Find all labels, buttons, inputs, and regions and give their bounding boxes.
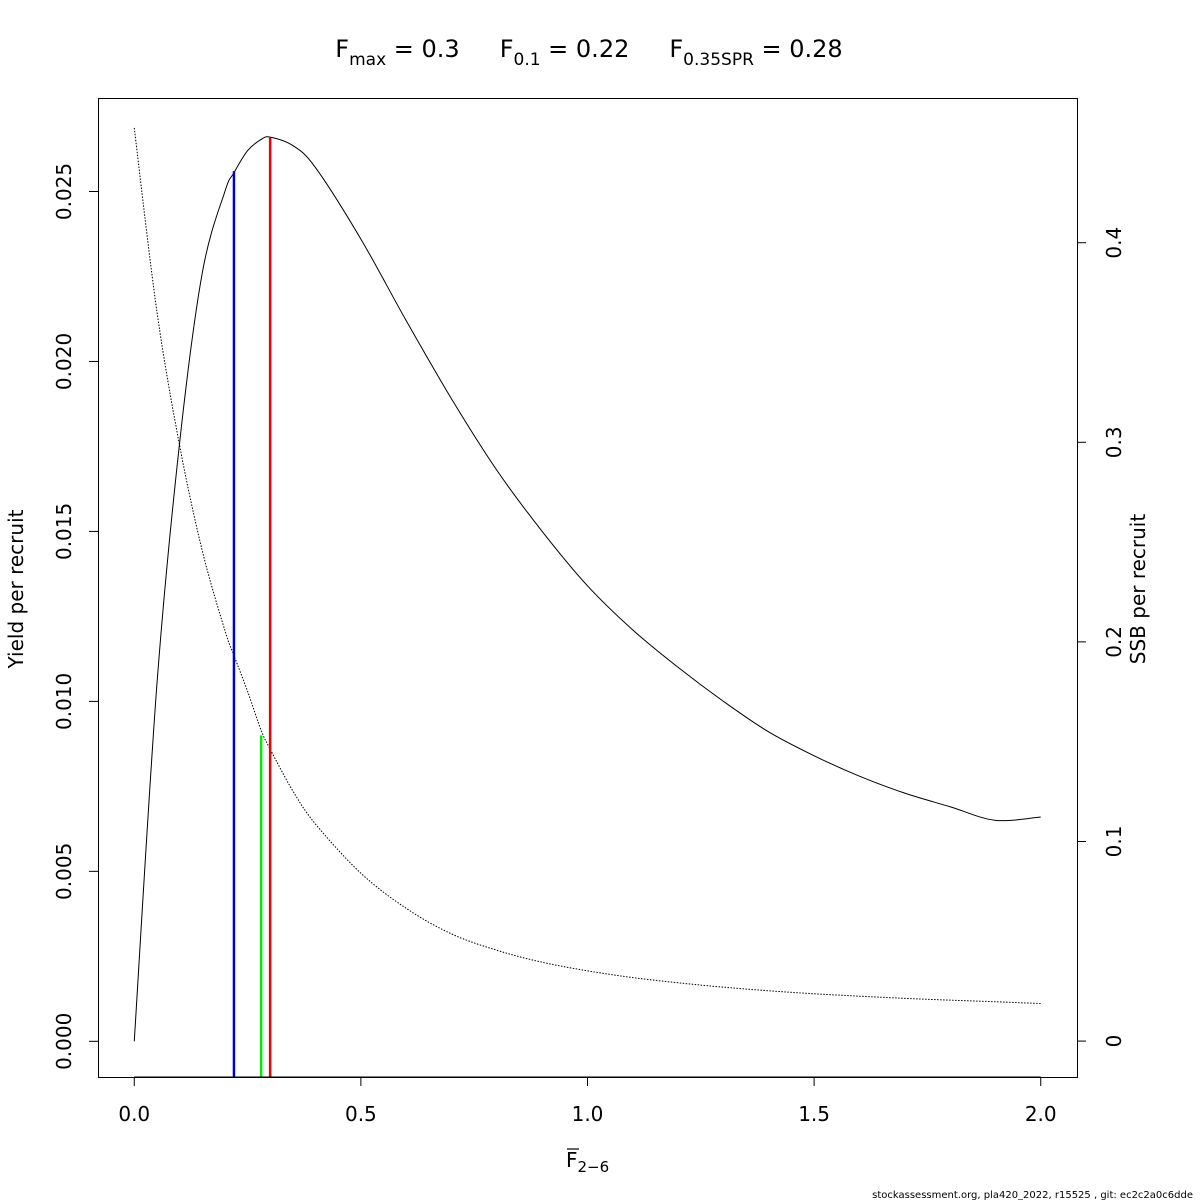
y-right-axis-label: SSB per recruit	[1126, 514, 1150, 665]
ssb-per-recruit-line	[133, 127, 1041, 1005]
title-f01-base: F	[500, 35, 514, 63]
x-tick-label: 1.5	[798, 1102, 830, 1126]
chart-marks	[133, 127, 1041, 1077]
y-right-tick-label: 0.4	[1102, 227, 1126, 259]
chart-axes: 0.0 0.5 1.0 1.5 2.0 0.000 0.005 0.010 0.015 0.020…	[52, 163, 1126, 1126]
y-right-tick-label: 0	[1102, 1035, 1126, 1048]
footer-note: stockassessment.org, pla420_2022, r15525…	[872, 1190, 1193, 1200]
x-tick-label: 0.5	[345, 1102, 377, 1126]
y-left-tick-label: 0.005	[52, 843, 76, 900]
title-f35-value: = 0.28	[754, 35, 843, 63]
title-fmax-sub: max	[349, 50, 386, 70]
y-right-tick-label: 0.1	[1102, 826, 1126, 858]
y-left-tick-label: 0.025	[52, 163, 76, 220]
y-left-tick-label: 0.000	[52, 1013, 76, 1070]
x-axis-label: F2−6	[566, 1148, 609, 1176]
title-f01-value: = 0.22	[541, 35, 630, 63]
chart-title: Fmax = 0.3 F0.1 = 0.22 F0.35SPR = 0.28	[335, 35, 842, 70]
title-f35-base: F	[669, 35, 683, 63]
y-right-tick-label: 0.3	[1102, 426, 1126, 458]
svg-text:F2−6: F2−6	[566, 1148, 609, 1176]
title-f35-sub: 0.35SPR	[683, 50, 754, 70]
y-left-axis-label: Yield per recruit	[4, 509, 28, 669]
x-tick-label: 0.0	[118, 1102, 150, 1126]
y-left-tick-label: 0.020	[52, 333, 76, 390]
title-fmax-value: = 0.3	[386, 35, 460, 63]
y-right-tick-label: 0.2	[1102, 626, 1126, 658]
x-axis-label-sub: 2−6	[578, 1158, 610, 1176]
x-axis-label-base: F	[566, 1148, 578, 1172]
x-tick-label: 1.0	[572, 1102, 604, 1126]
plot-frame	[98, 98, 1078, 1078]
x-tick-label: 2.0	[1025, 1102, 1057, 1126]
title-f01-sub: 0.1	[514, 50, 541, 70]
title-fmax-base: F	[335, 35, 349, 63]
y-left-tick-label: 0.010	[52, 673, 76, 730]
yield-per-recruit-line	[133, 136, 1041, 1042]
y-left-tick-label: 0.015	[52, 503, 76, 560]
